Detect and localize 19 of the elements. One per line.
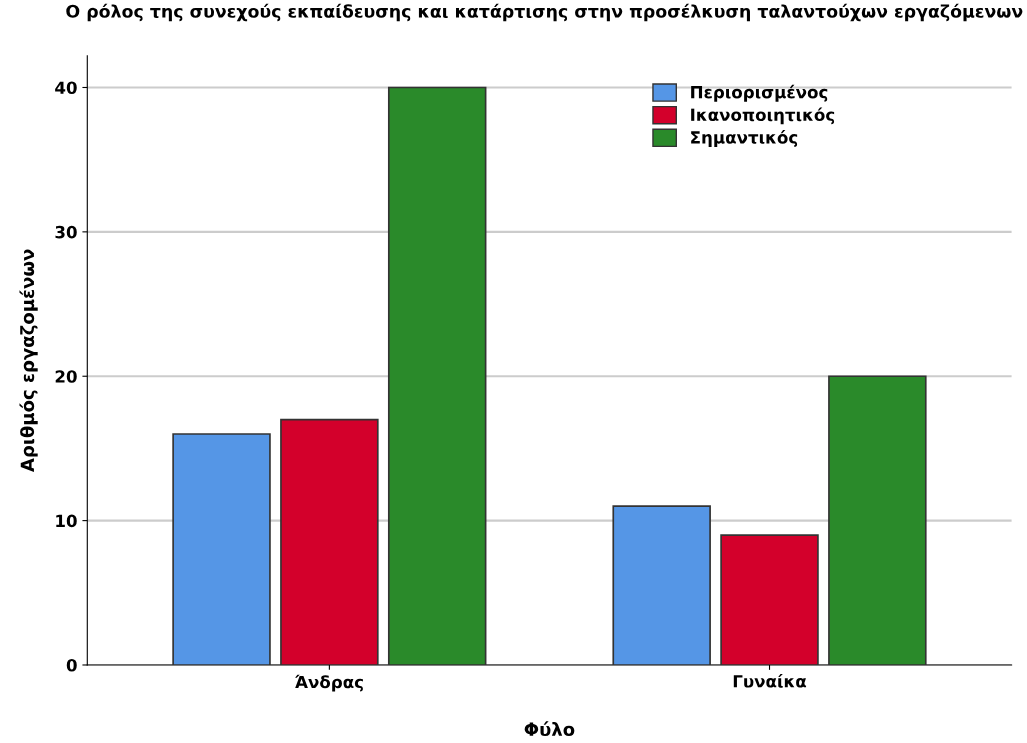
chart-title: Ο ρόλος της συνεχούς εκπαίδευσης και κατάρτισης στην προσέλκυση ταλαντούχων εργαζόμενων <box>66 3 1023 22</box>
bar <box>720 534 819 665</box>
y-tick-label: 10 <box>56 514 77 528</box>
y-tick-label: 40 <box>55 81 77 95</box>
x-tick-label: Γυναίκα <box>733 674 807 688</box>
legend-label: Σημαντικός <box>691 130 798 147</box>
legend-label: Περιορισμένος <box>691 84 828 102</box>
y-tick-label: 0 <box>66 658 77 672</box>
bar <box>172 433 271 665</box>
bar <box>280 418 379 665</box>
bar <box>828 375 927 665</box>
x-tick-label: Άνδρας <box>295 674 363 692</box>
bar <box>387 86 487 665</box>
y-tick-label: 30 <box>55 225 77 239</box>
y-tick-label: 20 <box>55 370 77 383</box>
bar <box>612 505 711 665</box>
legend-label: Ικανοποιητικός <box>691 107 835 125</box>
y-axis-title: Αριθμός εργαζομένων <box>19 249 38 472</box>
x-axis-title: Φύλο <box>524 721 575 737</box>
